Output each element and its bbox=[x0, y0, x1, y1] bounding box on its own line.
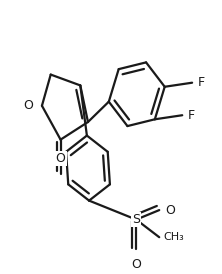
Text: O: O bbox=[56, 152, 65, 165]
Text: O: O bbox=[165, 204, 175, 217]
Text: S: S bbox=[132, 213, 140, 226]
Text: O: O bbox=[23, 99, 33, 112]
Text: F: F bbox=[198, 76, 205, 89]
Text: O: O bbox=[131, 258, 141, 271]
Text: F: F bbox=[188, 109, 195, 122]
Text: CH₃: CH₃ bbox=[164, 232, 184, 242]
